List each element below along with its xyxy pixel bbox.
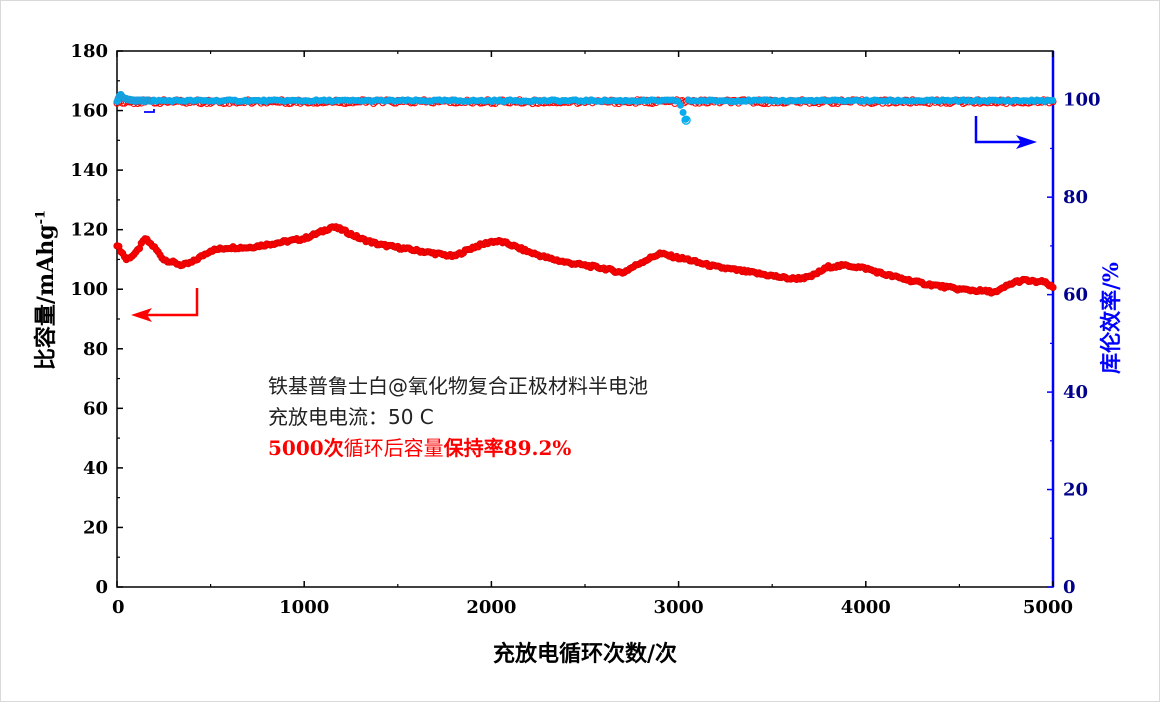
y-left-tick-label: 140: [70, 160, 108, 181]
y-left-tick-label: 0: [95, 577, 108, 598]
y-left-tick-label: 40: [83, 458, 108, 479]
x-tick-label: 2000: [466, 597, 516, 618]
y-left-tick-label: 80: [83, 339, 108, 360]
y-left-tick-label: 100: [70, 279, 108, 300]
y-left-axis-title-text: 比容量/mAhg: [33, 224, 59, 371]
x-tick-label: 3000: [654, 597, 704, 618]
y-right-tick-label: 100: [1063, 90, 1101, 111]
y-right-tick-label: 60: [1063, 285, 1088, 306]
annotation-line-1: 铁基普鲁士白@氧化物复合正极材料半电池: [268, 374, 648, 398]
right-axis-arrow: [974, 116, 1028, 144]
x-tick-label: 1000: [279, 597, 329, 618]
y-left-tick-label: 160: [70, 101, 108, 122]
annotation-cycles-unit: 次: [323, 436, 344, 460]
annotation-retention-label: 保持率: [443, 436, 504, 460]
efficiency-point: [679, 108, 687, 116]
annotation-cycles-number: 5000: [268, 436, 324, 460]
efficiency-outlier-point: [681, 115, 691, 125]
annotation-retention-value: 89.2%: [503, 436, 572, 460]
capacity-point: [1049, 283, 1057, 292]
annotation-line-3: 5000次循环后容量保持率89.2%: [268, 432, 571, 461]
small-blue-marker: [144, 109, 155, 113]
x-tick-label: 5000: [1023, 597, 1073, 618]
y-right-tick-label: 20: [1063, 480, 1088, 501]
efficiency-series: [113, 90, 1057, 123]
y-left-tick-label: 180: [70, 41, 108, 62]
right-axis-arrowhead: [1016, 135, 1037, 149]
y-right-axis-title: 库伦效率/%: [1098, 262, 1123, 374]
x-tick-label: 0: [112, 597, 125, 618]
annotation-after-cycling: 循环后容量: [343, 436, 444, 460]
x-axis-title: 充放电循环次数/次: [492, 641, 678, 667]
efficiency-point: [1049, 96, 1057, 104]
annotation-line-2: 充放电电流：50 C: [268, 405, 434, 429]
y-left-tick-label: 20: [83, 517, 108, 538]
left-axis-arrow: [140, 288, 199, 317]
y-left-tick-label: 60: [83, 398, 108, 419]
plot-area: [116, 50, 1054, 588]
left-axis-arrowhead: [131, 308, 152, 322]
y-left-axis-title: 比容量/mAhg-1: [28, 210, 60, 370]
y-left-tick-label: 120: [70, 220, 108, 241]
y-right-tick-label: 80: [1063, 187, 1088, 208]
y-right-tick-label: 0: [1063, 577, 1076, 598]
efficiency-point: [676, 101, 684, 109]
y-right-tick-label: 40: [1063, 382, 1088, 403]
capacity-series: [113, 223, 1057, 297]
x-tick-label: 4000: [841, 597, 891, 618]
y-left-axis-title-superscript: -1: [33, 209, 49, 225]
